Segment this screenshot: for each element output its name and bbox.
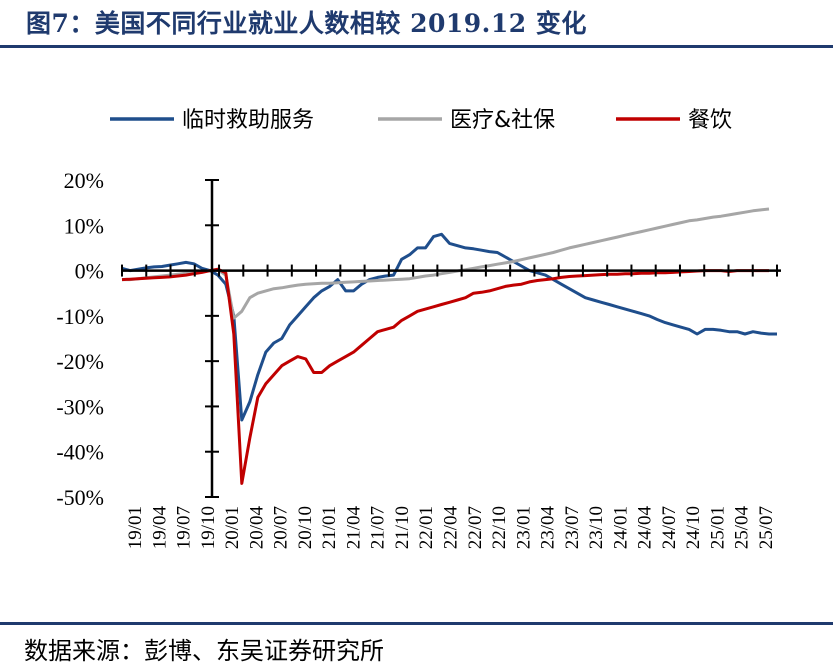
y-tick-label-3: -10%: [56, 304, 104, 329]
x-tick-label-5: 20/04: [246, 506, 267, 550]
footer-rule: [0, 622, 833, 625]
series-line-0: [121, 232, 777, 422]
x-tick-label-14: 22/07: [465, 506, 486, 549]
x-tick-label-2: 19/07: [174, 506, 195, 549]
legend-label-1: 医疗&社保: [450, 108, 555, 133]
y-tick-label-5: -30%: [56, 394, 104, 419]
chart-title: 图7：美国不同行业就业人数相较 2019.12 变化: [26, 9, 587, 38]
source-note: 数据来源：彭博、东吴证券研究所: [24, 637, 384, 665]
x-tick-label-12: 22/01: [416, 506, 437, 549]
chart: 临时救助服务 医疗&社保 餐饮 20% 10% 0% -10% -20% -30% -40% -5…: [56, 108, 781, 550]
x-tick-labels: 19/01 19/04 19/07 19/10 20/01 20/04 20/07 20/10…: [125, 506, 777, 550]
x-tick-label-7: 20/10: [295, 506, 316, 549]
x-tick-label-3: 19/10: [198, 506, 219, 549]
x-tick-label-8: 21/01: [319, 506, 340, 549]
y-tick-label-0: 20%: [64, 168, 104, 193]
x-tick-label-18: 23/07: [562, 506, 583, 549]
y-tick-label-4: -20%: [56, 349, 104, 374]
y-tick-label-6: -40%: [56, 440, 104, 465]
y-tick-labels: 20% 10% 0% -10% -20% -30% -40% -50%: [56, 168, 104, 510]
x-tick-label-10: 21/07: [368, 506, 389, 549]
chart-lines: [121, 207, 777, 485]
legend-label-2: 餐饮: [688, 108, 732, 133]
x-tick-label-11: 21/10: [392, 506, 413, 549]
x-tick-label-0: 19/01: [125, 506, 146, 549]
x-tick-label-23: 24/10: [683, 506, 704, 549]
chart-axes: [121, 179, 781, 498]
x-tick-label-4: 20/01: [222, 506, 243, 549]
x-tick-label-24: 25/01: [707, 506, 728, 549]
x-tick-label-1: 19/04: [149, 506, 170, 550]
x-tick-label-6: 20/07: [271, 506, 292, 549]
series-line-1: [122, 207, 770, 320]
x-tick-label-19: 23/10: [586, 506, 607, 549]
title-rule: [0, 45, 833, 48]
x-tick-label-9: 21/04: [344, 506, 365, 550]
x-tick-label-17: 23/04: [538, 506, 559, 550]
y-tick-label-7: -50%: [56, 485, 104, 510]
chart-legend: 临时救助服务 医疗&社保 餐饮: [110, 108, 732, 133]
x-tick-label-21: 24/04: [635, 506, 656, 550]
y-tick-label-1: 10%: [64, 213, 104, 238]
y-tick-label-2: 0%: [75, 259, 104, 284]
legend-label-0: 临时救助服务: [182, 108, 314, 133]
x-tick-label-25: 25/04: [732, 506, 753, 550]
x-tick-label-13: 22/04: [441, 506, 462, 550]
series-line-2: [121, 267, 769, 485]
x-tick-label-22: 24/07: [659, 506, 680, 549]
x-tick-label-26: 25/07: [756, 506, 777, 549]
x-tick-label-15: 22/10: [489, 506, 510, 549]
x-tick-label-20: 24/01: [610, 506, 631, 549]
x-tick-label-16: 23/01: [513, 506, 534, 549]
